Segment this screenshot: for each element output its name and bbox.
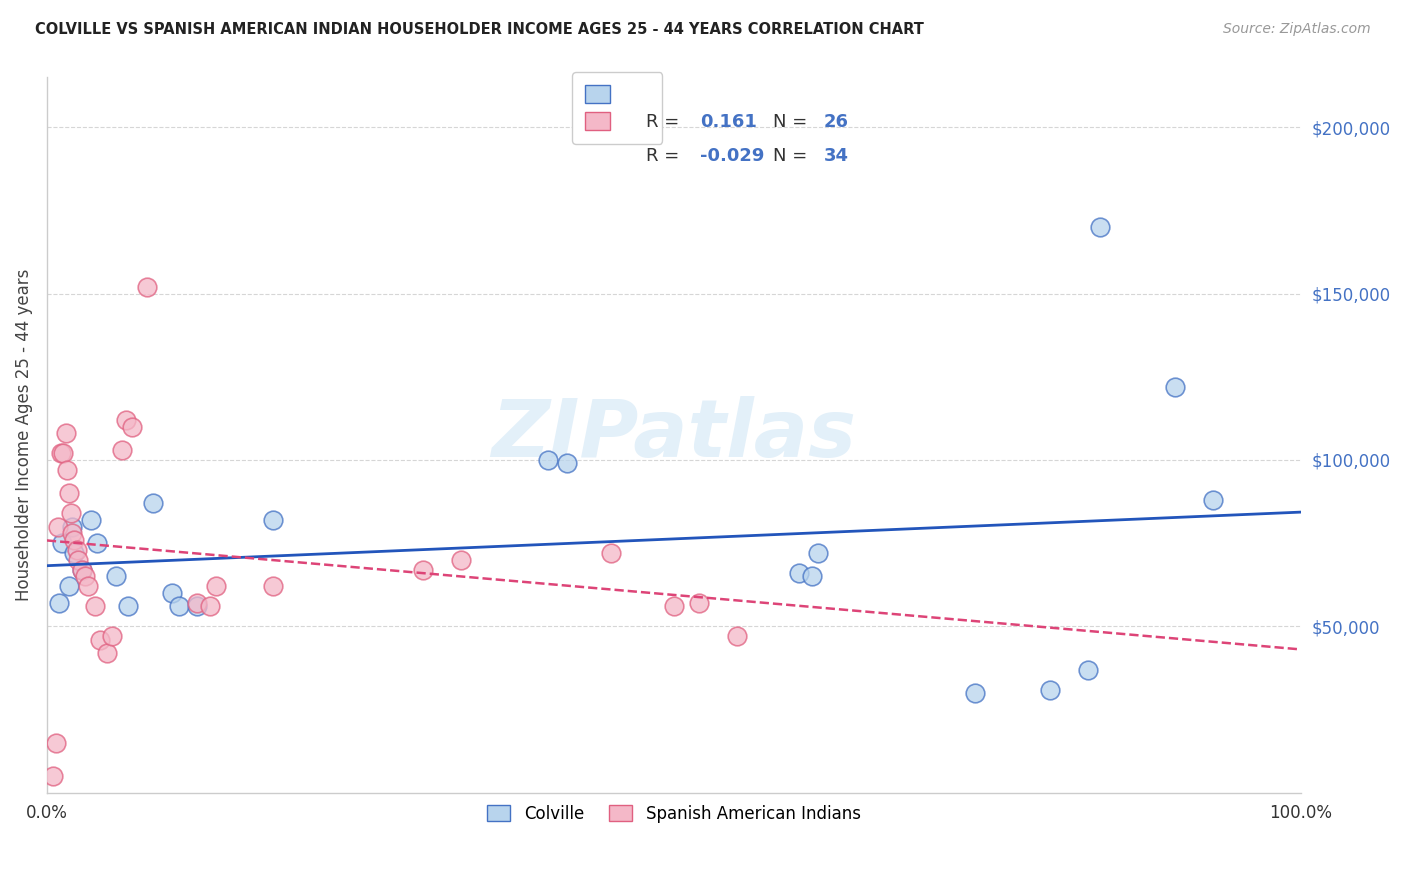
Point xyxy=(101,629,124,643)
Point xyxy=(52,446,75,460)
Text: N =: N = xyxy=(773,147,807,165)
Point xyxy=(111,443,134,458)
Point xyxy=(67,553,90,567)
Point xyxy=(63,533,86,547)
Point xyxy=(262,513,284,527)
Text: Source: ZipAtlas.com: Source: ZipAtlas.com xyxy=(1223,22,1371,37)
Point xyxy=(60,526,83,541)
Point xyxy=(58,579,80,593)
Point xyxy=(412,563,434,577)
Point xyxy=(121,419,143,434)
Point xyxy=(49,446,72,460)
Point xyxy=(450,553,472,567)
Point xyxy=(800,569,823,583)
Point xyxy=(46,519,69,533)
Legend: Colville, Spanish American Indians: Colville, Spanish American Indians xyxy=(475,793,872,834)
Point xyxy=(48,596,70,610)
Point xyxy=(73,569,96,583)
Point xyxy=(89,632,111,647)
Text: COLVILLE VS SPANISH AMERICAN INDIAN HOUSEHOLDER INCOME AGES 25 - 44 YEARS CORREL: COLVILLE VS SPANISH AMERICAN INDIAN HOUS… xyxy=(35,22,924,37)
Point xyxy=(205,579,228,593)
Point xyxy=(56,463,79,477)
Text: R =: R = xyxy=(647,113,679,131)
Point xyxy=(1077,663,1099,677)
Text: 26: 26 xyxy=(824,113,848,131)
Point xyxy=(59,506,82,520)
Text: ZIPatlas: ZIPatlas xyxy=(491,396,856,474)
Text: 0.161: 0.161 xyxy=(700,113,756,131)
Point xyxy=(186,599,208,614)
Point xyxy=(66,542,89,557)
Point xyxy=(162,586,184,600)
Point xyxy=(55,426,77,441)
Point xyxy=(198,599,221,614)
Point xyxy=(537,453,560,467)
Point xyxy=(117,599,139,614)
Point xyxy=(42,769,65,783)
Point xyxy=(186,596,208,610)
Point xyxy=(136,280,159,294)
Text: R =: R = xyxy=(647,147,679,165)
Point xyxy=(787,566,810,580)
Point xyxy=(600,546,623,560)
Point xyxy=(80,513,103,527)
Text: N =: N = xyxy=(773,113,807,131)
Point xyxy=(51,536,73,550)
Point xyxy=(96,646,118,660)
Point xyxy=(555,456,578,470)
Point xyxy=(1088,220,1111,235)
Point xyxy=(963,686,986,700)
Point xyxy=(70,563,93,577)
Point xyxy=(262,579,284,593)
Point xyxy=(662,599,685,614)
Point xyxy=(807,546,830,560)
Point xyxy=(167,599,190,614)
Point xyxy=(77,579,100,593)
Point xyxy=(60,519,83,533)
Point xyxy=(142,496,165,510)
Text: 34: 34 xyxy=(824,147,848,165)
Point xyxy=(86,536,108,550)
Point xyxy=(1039,682,1062,697)
Point xyxy=(725,629,748,643)
Point xyxy=(83,599,105,614)
Point xyxy=(63,546,86,560)
Point xyxy=(688,596,710,610)
Point xyxy=(1202,492,1225,507)
Text: -0.029: -0.029 xyxy=(700,147,763,165)
Y-axis label: Householder Income Ages 25 - 44 years: Householder Income Ages 25 - 44 years xyxy=(15,268,32,601)
Point xyxy=(115,413,138,427)
Point xyxy=(104,569,127,583)
Point xyxy=(45,736,67,750)
Point xyxy=(1164,380,1187,394)
Point xyxy=(70,563,93,577)
Point xyxy=(58,486,80,500)
